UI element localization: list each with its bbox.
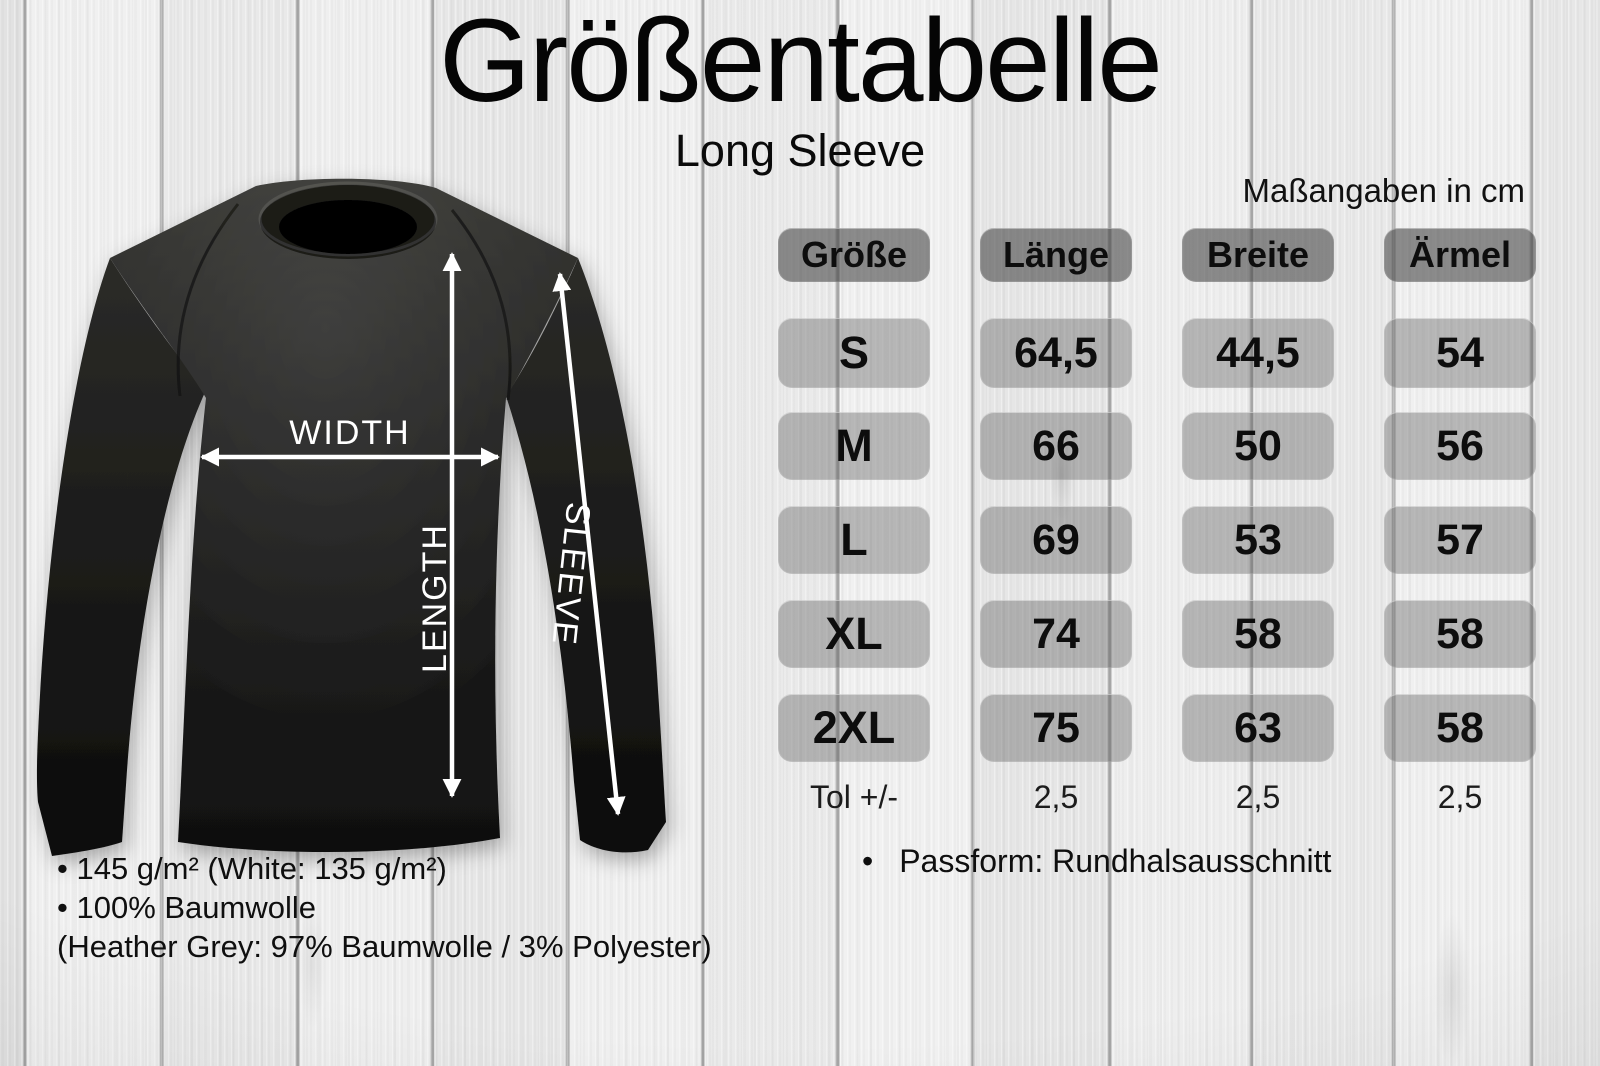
- value-laenge: 66: [980, 412, 1132, 480]
- value-laenge: 75: [980, 694, 1132, 762]
- material-note-cotton: • 100% Baumwolle: [57, 890, 316, 925]
- size-label: M: [778, 412, 930, 480]
- right-cuff-seam: [581, 818, 666, 840]
- page-title: Größentabelle: [439, 0, 1163, 127]
- sleeve-arrow: [552, 272, 626, 816]
- collar-inner: [279, 200, 417, 254]
- column-header-aermel: Ärmel: [1384, 228, 1536, 282]
- fit-note: • Passform: Rundhalsausschnitt: [862, 843, 1331, 880]
- shirt-body-highlight: [110, 178, 578, 853]
- table-header-row: Größe Länge Breite Ärmel: [778, 228, 1536, 282]
- table-row-2xl: 2XL 75 63 58: [778, 694, 1536, 762]
- tolerance-aermel: 2,5: [1437, 778, 1483, 815]
- size-label: S: [778, 318, 930, 388]
- shirt-measurement-diagram: WIDTH LENGTH SLEEVE: [36, 178, 666, 856]
- value-aermel: 56: [1384, 412, 1536, 480]
- column-header-laenge: Länge: [980, 228, 1132, 282]
- fit-note-text: Passform: Rundhalsausschnitt: [899, 843, 1332, 879]
- value-laenge: 69: [980, 506, 1132, 574]
- right-armhole-seam: [450, 209, 512, 401]
- shirt-left-sleeve: [36, 258, 207, 856]
- size-table: Größe Länge Breite Ärmel S 64,5 44,5 54 …: [778, 228, 1542, 838]
- left-cuff-seam: [39, 786, 126, 800]
- width-label: WIDTH: [289, 414, 410, 452]
- left-armhole-seam: [176, 203, 240, 397]
- value-aermel: 58: [1384, 600, 1536, 668]
- table-row-l: L 69 53 57: [778, 506, 1536, 574]
- material-note-heather: (Heather Grey: 97% Baumwolle / 3% Polyes…: [57, 929, 712, 964]
- value-laenge: 64,5: [980, 318, 1132, 388]
- table-row-m: M 66 50 56: [778, 412, 1536, 480]
- page-subtitle: Long Sleeve: [674, 125, 926, 176]
- table-row-s: S 64,5 44,5 54: [778, 318, 1536, 388]
- value-breite: 44,5: [1182, 318, 1334, 388]
- tolerance-row: Tol +/- 2,5 2,5 2,5: [778, 776, 1536, 818]
- fit-note-bullet: •: [862, 843, 874, 879]
- length-label: LENGTH: [416, 523, 454, 673]
- material-note-weight: • 145 g/m² (White: 135 g/m²): [57, 851, 447, 886]
- column-header-breite: Breite: [1182, 228, 1334, 282]
- tolerance-laenge: 2,5: [1033, 778, 1079, 815]
- size-label: XL: [778, 600, 930, 668]
- collar-rim-highlight: [258, 181, 438, 257]
- units-note: Maßangaben in cm: [1242, 172, 1525, 209]
- measurement-arrows: [200, 252, 626, 816]
- tolerance-breite: 2,5: [1235, 778, 1281, 815]
- table-row-xl: XL 74 58 58: [778, 600, 1536, 668]
- column-header-groesse: Größe: [778, 228, 930, 282]
- value-aermel: 57: [1384, 506, 1536, 574]
- value-breite: 50: [1182, 412, 1334, 480]
- value-breite: 58: [1182, 600, 1334, 668]
- value-aermel: 54: [1384, 318, 1536, 388]
- value-breite: 53: [1182, 506, 1334, 574]
- tolerance-label: Tol +/-: [809, 778, 899, 815]
- size-label: 2XL: [778, 694, 930, 762]
- value-breite: 63: [1182, 694, 1334, 762]
- value-laenge: 74: [980, 600, 1132, 668]
- size-label: L: [778, 506, 930, 574]
- material-notes: • 145 g/m² (White: 135 g/m²) • 100% Baum…: [57, 849, 712, 966]
- value-aermel: 58: [1384, 694, 1536, 762]
